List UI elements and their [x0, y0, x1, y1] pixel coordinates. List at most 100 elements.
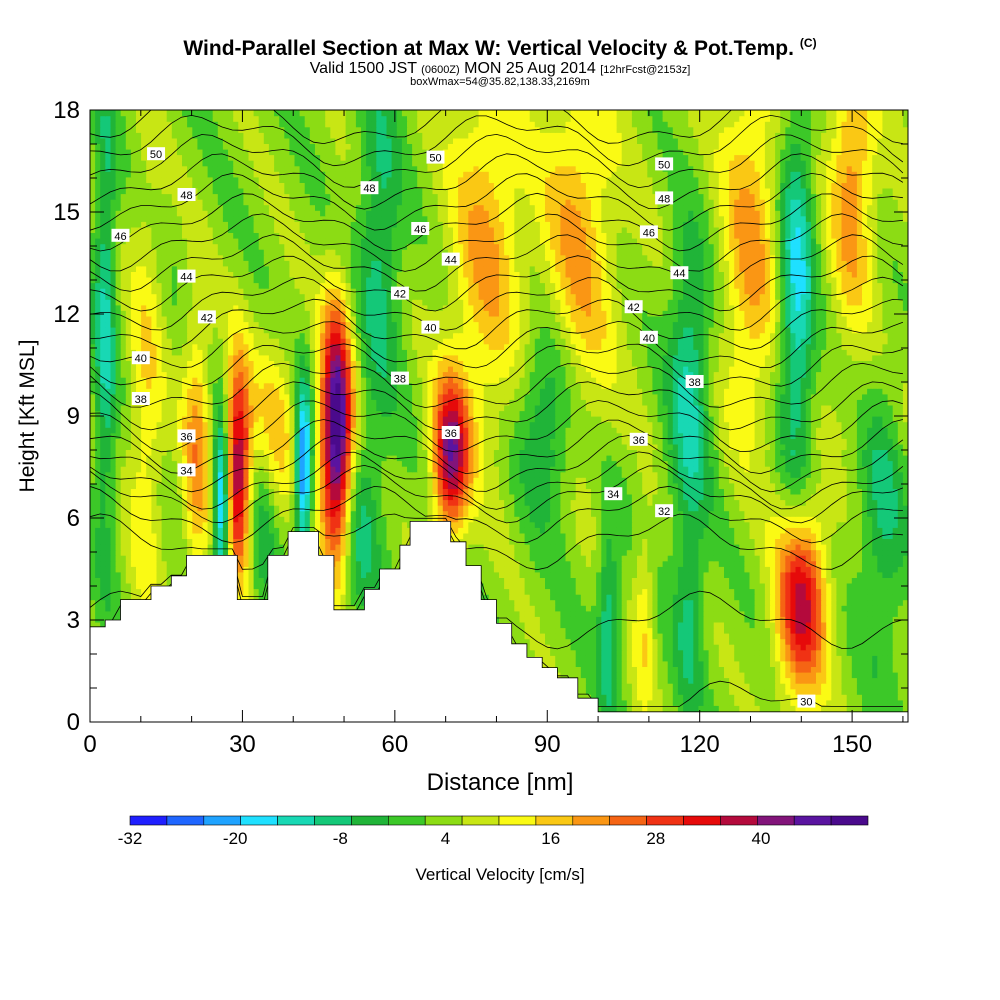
heatmap-cell [672, 638, 679, 645]
heatmap-cell [95, 621, 101, 629]
heatmap-cell [631, 594, 638, 601]
heatmap-cell [785, 610, 791, 617]
heatmap-cell [821, 683, 827, 690]
heatmap-cell [790, 683, 797, 690]
heatmap-cell [816, 655, 822, 662]
heatmap-cell [647, 571, 653, 578]
heatmap-cell [524, 638, 531, 645]
heatmap-cell [662, 577, 669, 584]
heatmap-cell [677, 555, 684, 562]
heatmap-cell [560, 588, 567, 595]
heatmap-cell [667, 560, 674, 567]
heatmap-cell [734, 677, 740, 684]
heatmap-cell [831, 644, 837, 651]
heatmap-cell [770, 588, 776, 595]
heatmap-cell [703, 599, 710, 606]
heatmap-cell [248, 582, 255, 590]
heatmap-cell [729, 594, 735, 601]
heatmap-cell [524, 633, 531, 640]
heatmap-cell [499, 566, 505, 573]
heatmap-cell [238, 594, 244, 601]
heatmap-cell [560, 638, 567, 645]
heatmap-cell [529, 616, 536, 623]
heatmap-cell [780, 633, 786, 640]
heatmap-cell [846, 644, 853, 651]
heatmap-cell [642, 655, 648, 662]
heatmap-cell [882, 621, 889, 629]
heatmap-cell [100, 594, 106, 601]
heatmap-cell [729, 705, 735, 712]
heatmap-cell [637, 649, 643, 656]
heatmap-cell [100, 599, 106, 606]
heatmap-cell [606, 644, 613, 651]
heatmap-cell [672, 577, 679, 584]
heatmap-cell [872, 644, 878, 651]
heatmap-cell [95, 594, 101, 601]
heatmap-cell [499, 560, 505, 567]
heatmap-cell [631, 577, 638, 584]
heatmap-cell [795, 566, 802, 573]
heatmap-cell [637, 599, 643, 606]
heatmap-cell [826, 616, 832, 623]
heatmap-cell [376, 566, 382, 573]
heatmap-cell [744, 694, 751, 701]
heatmap-cell [821, 660, 827, 667]
heatmap-cell [821, 644, 827, 651]
heatmap-cell [243, 571, 250, 578]
heatmap-cell [902, 594, 908, 601]
heatmap-cell [744, 655, 751, 662]
heatmap-cell [575, 660, 582, 667]
heatmap-cell [718, 633, 725, 640]
heatmap-cell [616, 549, 623, 556]
heatmap-cell [672, 588, 679, 595]
heatmap-cell [826, 588, 832, 595]
heatmap-cell [759, 660, 766, 667]
heatmap-cell [821, 549, 827, 556]
heatmap-cell [872, 610, 878, 617]
heatmap-cell [821, 560, 827, 567]
heatmap-cell [524, 594, 531, 601]
heatmap-cell [775, 627, 781, 634]
heatmap-cell [606, 671, 613, 679]
heatmap-cell [800, 660, 807, 667]
heatmap-cell [703, 605, 710, 612]
heatmap-cell [637, 555, 643, 562]
heatmap-cell [846, 610, 853, 617]
heatmap-cell [657, 633, 664, 640]
heatmap-cell [846, 566, 853, 573]
heatmap-cell [887, 555, 894, 562]
heatmap-cell [136, 555, 142, 562]
heatmap-cell [698, 571, 705, 578]
heatmap-cell [780, 571, 786, 578]
heatmap-cell [846, 638, 853, 645]
heatmap-cell [570, 577, 577, 584]
heatmap-cell [688, 549, 694, 556]
heatmap-cell [816, 688, 822, 695]
heatmap-cell [688, 599, 694, 606]
heatmap-cell [775, 605, 781, 612]
heatmap-cell [570, 560, 577, 567]
heatmap-cell [764, 616, 771, 623]
heatmap-cell [739, 555, 745, 562]
heatmap-cell [862, 660, 868, 667]
heatmap-cell [688, 666, 694, 673]
heatmap-cell [202, 549, 209, 556]
heatmap-cell [616, 571, 623, 578]
heatmap-cell [677, 621, 684, 629]
heatmap-cell [897, 560, 904, 567]
heatmap-cell [616, 627, 623, 634]
heatmap-cell [764, 594, 771, 601]
heatmap-cell [202, 544, 209, 551]
heatmap-cell [708, 599, 715, 606]
heatmap-cell [105, 566, 111, 573]
heatmap-cell [867, 599, 873, 606]
heatmap-cell [851, 599, 858, 606]
heatmap-cell [718, 555, 725, 562]
heatmap-cell [335, 549, 342, 556]
heatmap-cell [877, 655, 883, 662]
heatmap-cell [821, 638, 827, 645]
heatmap-cell [156, 549, 163, 556]
heatmap-cell [596, 638, 602, 645]
heatmap-cell [539, 566, 546, 573]
heatmap-cell [631, 683, 638, 690]
